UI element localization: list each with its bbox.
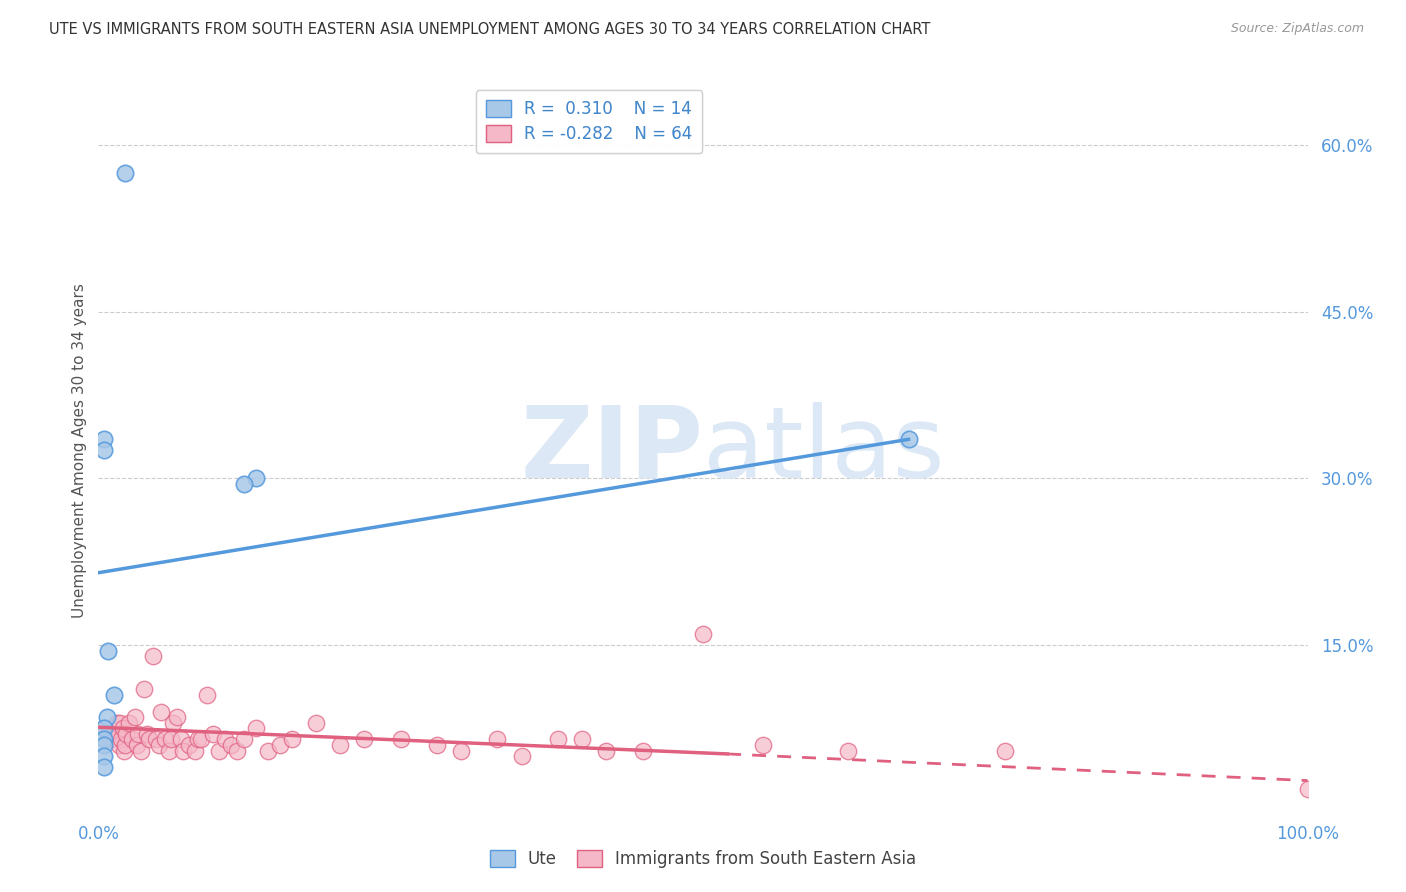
Point: [134, 682, 156, 697]
Point: [160, 732, 183, 747]
Point: [208, 743, 231, 757]
Point: [145, 732, 167, 747]
Point: [245, 471, 267, 485]
Point: [93, 732, 115, 747]
Point: [172, 743, 194, 757]
Point: [93, 443, 115, 458]
Point: [226, 743, 249, 757]
Point: [93, 722, 115, 736]
Point: [837, 743, 859, 757]
Point: [353, 732, 375, 747]
Point: [97, 643, 120, 657]
Point: [111, 722, 134, 736]
Point: [107, 727, 129, 741]
Point: [232, 476, 254, 491]
Point: [510, 749, 533, 764]
Point: [93, 722, 115, 736]
Point: [114, 165, 136, 179]
Point: [127, 727, 149, 741]
Point: [752, 738, 775, 752]
Point: [486, 732, 509, 747]
Point: [256, 743, 278, 757]
Point: [115, 727, 138, 741]
Text: atlas: atlas: [703, 402, 945, 499]
Point: [103, 688, 125, 702]
Point: [150, 705, 173, 719]
Point: [105, 715, 128, 730]
Point: [138, 732, 160, 747]
Point: [108, 715, 131, 730]
Point: [100, 732, 122, 747]
Point: [142, 649, 165, 664]
Point: [426, 738, 449, 752]
Point: [110, 732, 132, 747]
Point: [190, 732, 212, 747]
Point: [93, 760, 115, 774]
Point: [631, 743, 654, 757]
Point: [93, 738, 115, 752]
Point: [114, 738, 136, 752]
Point: [202, 727, 225, 741]
Point: [96, 710, 118, 724]
Point: [692, 627, 714, 641]
Y-axis label: Unemployment Among Ages 30 to 34 years: Unemployment Among Ages 30 to 34 years: [72, 283, 87, 618]
Point: [112, 743, 135, 757]
Point: [135, 727, 157, 741]
Point: [221, 738, 243, 752]
Point: [162, 715, 184, 730]
Point: [281, 732, 304, 747]
Point: [571, 732, 593, 747]
Legend: Ute, Immigrants from South Eastern Asia: Ute, Immigrants from South Eastern Asia: [482, 843, 924, 875]
Point: [195, 688, 218, 702]
Point: [124, 710, 146, 724]
Point: [187, 732, 209, 747]
Point: [245, 722, 267, 736]
Point: [329, 738, 352, 752]
Point: [97, 727, 120, 741]
Point: [897, 433, 920, 447]
Point: [184, 743, 207, 757]
Point: [127, 738, 149, 752]
Point: [1296, 782, 1319, 797]
Legend: R =  0.310    N = 14, R = -0.282    N = 64: R = 0.310 N = 14, R = -0.282 N = 64: [475, 90, 702, 153]
Text: UTE VS IMMIGRANTS FROM SOUTH EASTERN ASIA UNEMPLOYMENT AMONG AGES 30 TO 34 YEARS: UTE VS IMMIGRANTS FROM SOUTH EASTERN ASI…: [49, 22, 931, 37]
Point: [129, 743, 152, 757]
Point: [595, 743, 617, 757]
Point: [179, 738, 201, 752]
Point: [214, 732, 236, 747]
Point: [166, 710, 188, 724]
Point: [148, 738, 170, 752]
Point: [121, 732, 143, 747]
Point: [93, 749, 115, 764]
Point: [305, 715, 328, 730]
Point: [153, 732, 176, 747]
Point: [108, 738, 131, 752]
Point: [994, 743, 1017, 757]
Point: [157, 743, 180, 757]
Text: Source: ZipAtlas.com: Source: ZipAtlas.com: [1230, 22, 1364, 36]
Point: [93, 433, 115, 447]
Point: [232, 732, 254, 747]
Point: [169, 732, 191, 747]
Text: ZIP: ZIP: [520, 402, 703, 499]
Point: [547, 732, 569, 747]
Point: [450, 743, 472, 757]
Point: [118, 715, 141, 730]
Point: [269, 738, 291, 752]
Point: [389, 732, 412, 747]
